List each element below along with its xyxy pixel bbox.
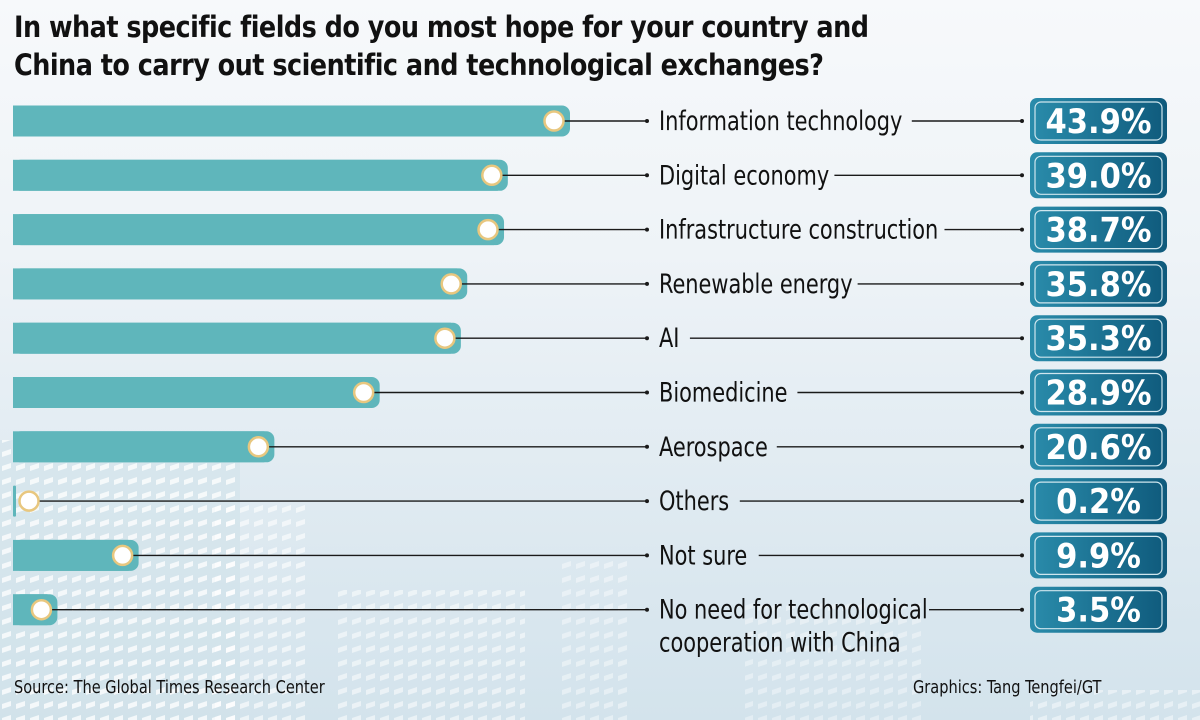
leader-right-dot-4 — [1020, 336, 1024, 341]
value-badge-border-3 — [1034, 264, 1163, 304]
value-label-3: 35.8% — [1045, 265, 1151, 305]
leader-right-dot-8 — [1020, 553, 1024, 558]
bar-end-knob-4 — [434, 327, 456, 349]
category-label-0: Information technology — [659, 105, 902, 136]
leader-left-dot-7 — [645, 499, 649, 504]
value-badge-1 — [1030, 152, 1167, 199]
value-label-5: 28.9% — [1045, 374, 1151, 414]
bar-square-4 — [13, 322, 451, 354]
value-badge-border-7 — [1034, 481, 1163, 521]
value-badge-4 — [1030, 315, 1167, 362]
value-badge-border-4 — [1034, 318, 1163, 358]
leader-right-dot-5 — [1020, 390, 1024, 395]
value-badge-0 — [1030, 98, 1167, 144]
category-label-9-line-1: cooperation with China — [659, 627, 901, 658]
leader-right-dot-2 — [1020, 227, 1024, 232]
value-label-7: 0.2% — [1056, 482, 1141, 522]
value-label-1: 39.0% — [1045, 156, 1151, 196]
leader-left-dot-5 — [645, 390, 649, 395]
value-badge-6 — [1030, 423, 1167, 470]
leader-left-dot-4 — [645, 336, 649, 341]
leader-left-dot-9 — [645, 607, 649, 612]
leader-right-dot-7 — [1020, 499, 1024, 504]
category-label-7: Others — [659, 485, 729, 516]
leader-right-dot-1 — [1020, 173, 1024, 178]
leader-left-dot-3 — [645, 281, 649, 286]
value-badge-border-1 — [1034, 155, 1163, 195]
category-label-2: Infrastructure construction — [659, 214, 938, 245]
leader-left-dot-2 — [645, 227, 649, 232]
leader-left-dot-0 — [645, 119, 649, 123]
bar-end-knob-7 — [18, 490, 40, 512]
value-badge-9 — [1030, 586, 1167, 633]
value-badge-7 — [1030, 478, 1167, 525]
value-label-0: 43.9% — [1045, 102, 1151, 142]
value-badge-border-8 — [1034, 535, 1163, 576]
value-label-2: 38.7% — [1045, 211, 1151, 251]
chart-title: In what specific fields do you most hope… — [14, 8, 869, 84]
leader-left-dot-6 — [645, 444, 649, 449]
bar-end-knob-9 — [30, 598, 53, 621]
leader-right-dot-0 — [1020, 119, 1024, 123]
leader-right-dot-6 — [1020, 444, 1024, 449]
value-label-8: 9.9% — [1056, 536, 1141, 576]
graphics-credit: Graphics: Tang Tengfei/GT — [913, 677, 1102, 698]
bar-end-knob-5 — [352, 381, 375, 404]
bar-square-2 — [13, 214, 495, 246]
value-label-4: 35.3% — [1045, 319, 1151, 359]
value-badge-border-6 — [1034, 427, 1163, 467]
title-line-1: In what specific fields do you most hope… — [14, 10, 869, 44]
bar-square-1 — [13, 159, 498, 191]
leader-right-dot-9 — [1020, 607, 1024, 612]
leader-left-dot-8 — [645, 553, 649, 558]
leader-left-dot-1 — [645, 173, 649, 178]
source-note: Source: The Global Times Research Center — [14, 677, 325, 698]
leader-right-dot-3 — [1020, 281, 1024, 286]
category-label-8: Not sure — [659, 540, 747, 571]
category-label-1: Digital economy — [659, 160, 829, 191]
value-badge-8 — [1030, 532, 1167, 579]
bar-end-knob-1 — [481, 164, 503, 187]
value-badge-border-0 — [1034, 101, 1163, 141]
bar-end-knob-2 — [477, 218, 499, 241]
category-label-3: Renewable energy — [659, 268, 853, 299]
bar-end-knob-3 — [440, 273, 462, 295]
bar-end-knob-8 — [111, 544, 134, 567]
value-badge-border-2 — [1034, 210, 1163, 250]
value-badge-border-5 — [1034, 372, 1163, 413]
title-line-2: China to carry out scientific and techno… — [14, 48, 824, 82]
category-label-6: Aerospace — [659, 431, 768, 462]
value-label-9: 3.5% — [1056, 591, 1141, 631]
bar-end-knob-0 — [543, 110, 565, 132]
bar-7 — [13, 485, 16, 517]
bar-square-0 — [13, 105, 560, 137]
value-badge-border-9 — [1034, 590, 1163, 630]
value-label-6: 20.6% — [1045, 428, 1151, 468]
value-badge-2 — [1030, 206, 1167, 253]
value-badge-5 — [1030, 369, 1167, 416]
bar-square-3 — [13, 268, 458, 300]
category-label-9-line-0: No need for technological — [659, 594, 928, 625]
bar-square-8 — [13, 539, 129, 571]
bar-square-5 — [13, 377, 370, 408]
bar-end-knob-6 — [247, 436, 270, 458]
category-label-5: Biomedicine — [659, 377, 788, 408]
category-label-4: AI — [659, 323, 679, 354]
bar-square-6 — [13, 431, 265, 463]
value-badge-3 — [1030, 260, 1167, 307]
